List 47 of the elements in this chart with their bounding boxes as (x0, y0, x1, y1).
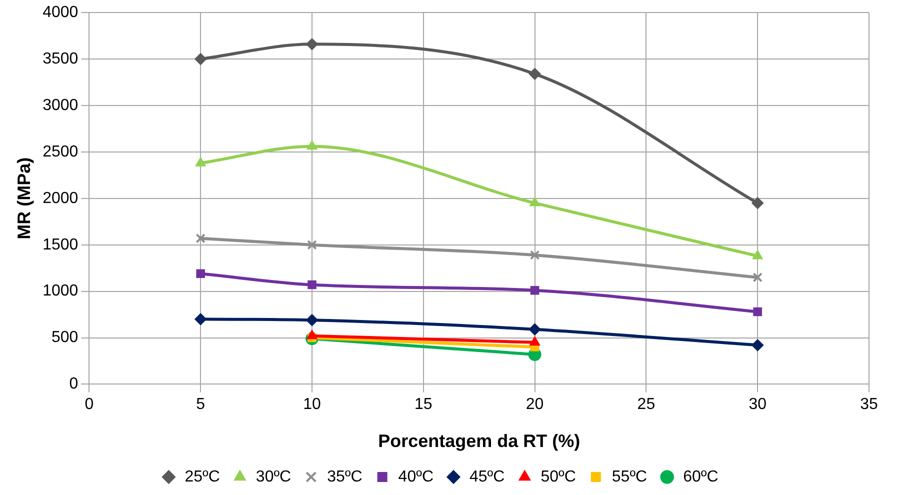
y-tick-label: 1000 (42, 282, 78, 300)
legend-label: 30ºC (256, 468, 292, 486)
point (530, 286, 540, 295)
point (308, 280, 316, 290)
x-tick-label: 10 (303, 396, 321, 414)
point (530, 250, 540, 260)
point (194, 53, 207, 66)
x-tick-label: 30 (748, 396, 767, 414)
y-tick-label: 2500 (42, 143, 78, 160)
point (528, 323, 541, 336)
point (306, 140, 318, 150)
legend-label: 60ºC (683, 468, 718, 486)
legend-label: 40ºC (398, 468, 434, 486)
point (753, 307, 762, 316)
point (306, 314, 318, 326)
legend-label: 25ºC (184, 468, 220, 486)
y-tick-label: 500 (51, 329, 78, 346)
y-axis-title: MR (MPa) (14, 157, 34, 240)
x-tick-label: 25 (637, 396, 656, 414)
point (530, 197, 540, 206)
y-tick-label: 3000 (42, 96, 78, 114)
point (306, 38, 318, 50)
point (196, 269, 205, 278)
point (307, 240, 317, 250)
legend-label: 55ºC (612, 468, 648, 486)
point (752, 250, 763, 260)
point (528, 68, 541, 80)
legend-label: 35ºC (327, 468, 362, 486)
point (752, 339, 764, 352)
point (196, 233, 206, 244)
y-tick-label: 4000 (42, 4, 78, 22)
x-tick-label: 15 (414, 396, 432, 414)
point (752, 197, 764, 210)
x-tick-label: 5 (196, 396, 206, 414)
x-axis-title: Porcentagem da RT (%) (378, 431, 580, 452)
x-tick-label: 20 (526, 396, 544, 414)
legend-label: 50ºC (540, 468, 576, 486)
y-tick-label: 1500 (42, 236, 78, 254)
point (195, 157, 206, 166)
point (752, 272, 762, 282)
y-tick-label: 3500 (42, 50, 78, 68)
y-tick-label: 2000 (42, 190, 78, 207)
y-tick-label: 0 (69, 376, 78, 393)
x-tick-label: 35 (860, 396, 878, 414)
point (194, 313, 207, 326)
legend-label: 45ºC (470, 468, 505, 486)
x-tick-label: 0 (84, 396, 94, 414)
